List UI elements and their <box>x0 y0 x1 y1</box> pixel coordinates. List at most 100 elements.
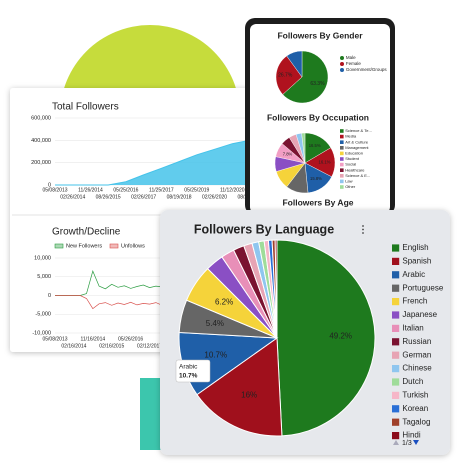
pie-slice <box>196 337 283 437</box>
legend-label: Dutch <box>402 377 423 386</box>
legend-swatch <box>392 405 400 413</box>
slice-label: 63.3% <box>310 81 325 87</box>
y-tick-label: -10,000 <box>32 330 51 336</box>
legend-label: French <box>402 297 427 306</box>
x-tick-label: 11/16/2014 <box>80 336 105 342</box>
line <box>55 139 251 186</box>
menu-dot[interactable] <box>362 228 364 231</box>
y-tick-label: 5,000 <box>37 274 51 280</box>
legend-swatch <box>340 146 344 150</box>
x-tick-label: 08/26/2015 <box>96 194 121 200</box>
slice-label: 16.5% <box>309 143 321 148</box>
legend-swatch <box>340 129 344 133</box>
pie-slice <box>276 239 376 437</box>
legend-label: Female <box>346 61 362 66</box>
area <box>55 140 250 185</box>
legend-swatch <box>392 244 400 252</box>
y-tick-label: 0 <box>48 293 51 299</box>
slice-label: 7.8% <box>283 151 293 156</box>
legend-swatch <box>54 243 64 249</box>
legend-swatch <box>340 56 344 60</box>
legend-swatch <box>392 284 400 292</box>
legend-swatch <box>340 168 344 172</box>
legend-label: Unfollows <box>121 243 145 249</box>
chart-title: Total Followers <box>52 102 119 113</box>
legend-label: Science & Te... <box>345 128 372 133</box>
legend-swatch <box>392 257 400 265</box>
legend-label: Art & Culture <box>345 139 369 144</box>
pager-next[interactable] <box>413 440 419 445</box>
slice-label: 16% <box>241 390 257 399</box>
slice-label: 10.7% <box>204 351 227 360</box>
legend-label: Spanish <box>402 257 431 266</box>
pie-slice <box>274 239 278 339</box>
chart-title: Followers By Age <box>282 197 353 207</box>
x-tick-label: 05/08/2013 <box>42 336 67 342</box>
legend-label: Italian <box>402 324 423 333</box>
legend-swatch <box>392 311 400 319</box>
legend-label: Management <box>345 145 369 150</box>
y-tick-label: 0 <box>48 182 51 188</box>
legend-swatch <box>109 243 119 249</box>
x-tick-label: 05/26/2016 <box>118 336 143 342</box>
pie-slice <box>301 132 306 164</box>
legend-label: Portuguese <box>402 283 443 292</box>
x-tick-label: 11/12/2020 <box>220 187 245 193</box>
slice-label: 16.1% <box>319 160 331 165</box>
legend-label: New Followers <box>66 243 102 249</box>
legend-label: Media <box>345 134 357 139</box>
legend-swatch <box>340 162 344 167</box>
legend-label: Japanese <box>402 310 437 319</box>
y-tick-label: 400,000 <box>31 138 51 144</box>
slice-label: 5.4% <box>206 319 224 328</box>
chart-title: Followers By Language <box>194 222 334 236</box>
x-tick-label: 02/26/2017 <box>131 194 156 200</box>
legend-swatch <box>340 151 344 156</box>
legend-label: Healthcare <box>345 167 365 172</box>
legend-label: Government/Groups <box>346 67 388 72</box>
pager-label[interactable]: 1/3 <box>402 440 412 447</box>
x-tick-label: 02/26/2014 <box>60 194 85 200</box>
menu-dot[interactable] <box>362 232 364 234</box>
pager-prev[interactable] <box>393 440 399 445</box>
legend-label: Hindi <box>402 431 420 440</box>
slice-label: 6.2% <box>215 298 233 307</box>
tooltip-value: 10.7% <box>179 373 198 380</box>
slice-label: 49.2% <box>329 332 352 341</box>
legend-label: Law <box>345 178 352 183</box>
legend-label: Social <box>345 162 356 167</box>
legend-swatch <box>392 351 400 359</box>
y-tick-label: -5,000 <box>35 312 51 318</box>
slice-label: 26.7% <box>278 73 293 79</box>
legend-swatch <box>392 338 400 346</box>
chart-title: Followers By Gender <box>277 30 363 40</box>
legend-swatch <box>392 432 400 440</box>
legend-swatch <box>392 271 400 279</box>
legend-label: English <box>402 243 428 252</box>
x-tick-label: 02/12/2017 <box>137 343 162 349</box>
x-tick-label: 05/25/2016 <box>113 187 138 193</box>
legend-swatch <box>340 174 344 178</box>
y-tick-label: 10,000 <box>34 255 51 261</box>
legend-swatch <box>340 179 344 184</box>
y-tick-label: 200,000 <box>31 160 51 166</box>
x-tick-label: 05/25/2019 <box>184 187 209 193</box>
pie-slice <box>286 50 303 78</box>
chart-title: Followers By Occupation <box>267 112 369 122</box>
x-tick-label: 02/16/2014 <box>61 343 86 349</box>
legend-label: Chinese <box>402 364 432 373</box>
legend-swatch <box>392 378 400 386</box>
legend-swatch <box>340 62 344 66</box>
legend-swatch <box>392 365 400 373</box>
legend-label: Turkish <box>402 391 428 400</box>
legend-label: Russian <box>402 337 431 346</box>
tooltip-box <box>175 359 211 383</box>
legend-swatch <box>392 418 400 426</box>
legend-swatch <box>392 298 400 306</box>
x-tick-label: 11/25/2017 <box>149 187 174 193</box>
legend-swatch <box>340 134 344 139</box>
legend-label: Student <box>345 156 360 161</box>
x-tick-label: 08/19/2018 <box>167 194 192 200</box>
menu-dot[interactable] <box>362 225 364 227</box>
